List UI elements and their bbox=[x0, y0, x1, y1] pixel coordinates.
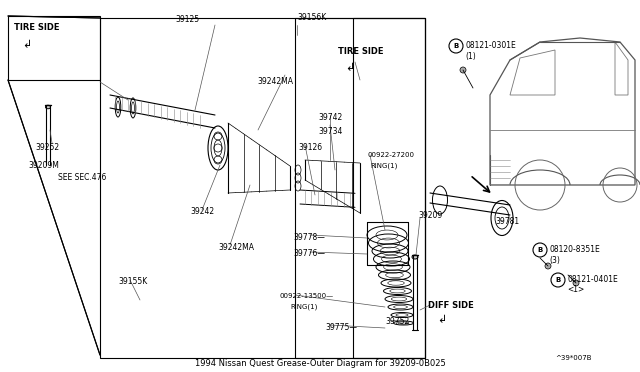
Text: 08121-0301E: 08121-0301E bbox=[465, 42, 516, 51]
Text: 00922-27200: 00922-27200 bbox=[368, 152, 415, 158]
Text: 39156K: 39156K bbox=[297, 13, 326, 22]
Text: B: B bbox=[453, 43, 459, 49]
Text: 39776—: 39776— bbox=[293, 248, 325, 257]
Text: (1): (1) bbox=[465, 51, 476, 61]
Text: DIFF SIDE: DIFF SIDE bbox=[428, 301, 474, 310]
Text: 39778—: 39778— bbox=[293, 232, 325, 241]
Text: 00922-13500—: 00922-13500— bbox=[280, 293, 334, 299]
Text: 39125: 39125 bbox=[175, 16, 199, 25]
Text: ↲: ↲ bbox=[22, 40, 31, 50]
Circle shape bbox=[545, 263, 551, 269]
Text: RING(1): RING(1) bbox=[370, 163, 397, 169]
Text: 39209: 39209 bbox=[418, 211, 442, 219]
Text: ↲: ↲ bbox=[437, 315, 446, 325]
Text: 1994 Nissan Quest Grease-Outer Diagram for 39209-0B025: 1994 Nissan Quest Grease-Outer Diagram f… bbox=[195, 359, 445, 368]
Text: 08120-8351E: 08120-8351E bbox=[549, 246, 600, 254]
Text: 39742: 39742 bbox=[318, 113, 342, 122]
Ellipse shape bbox=[45, 105, 51, 109]
Text: 39155K: 39155K bbox=[118, 278, 147, 286]
Text: 39209M: 39209M bbox=[28, 160, 59, 170]
Ellipse shape bbox=[412, 255, 418, 259]
Text: ↲: ↲ bbox=[345, 63, 355, 73]
Text: RING(1): RING(1) bbox=[290, 304, 317, 310]
Text: 39781: 39781 bbox=[495, 218, 519, 227]
Text: 39242: 39242 bbox=[190, 208, 214, 217]
Text: 39126: 39126 bbox=[298, 144, 322, 153]
Text: TIRE SIDE: TIRE SIDE bbox=[338, 48, 383, 57]
Text: 39734: 39734 bbox=[318, 128, 342, 137]
Text: ^39*007B: ^39*007B bbox=[555, 355, 591, 361]
Text: B: B bbox=[538, 247, 543, 253]
Text: (3): (3) bbox=[549, 256, 560, 264]
Text: <1>: <1> bbox=[567, 285, 584, 295]
Text: 39242MA: 39242MA bbox=[257, 77, 293, 87]
Text: 39752: 39752 bbox=[385, 317, 409, 327]
Text: B: B bbox=[556, 277, 561, 283]
Text: SEE SEC.476: SEE SEC.476 bbox=[58, 173, 106, 183]
Circle shape bbox=[573, 280, 579, 286]
Text: TIRE SIDE: TIRE SIDE bbox=[14, 23, 60, 32]
Text: 39252: 39252 bbox=[35, 144, 59, 153]
Text: 08121-0401E: 08121-0401E bbox=[567, 276, 618, 285]
Circle shape bbox=[460, 67, 466, 73]
Text: 39242MA: 39242MA bbox=[218, 244, 254, 253]
Text: 39775—: 39775— bbox=[325, 324, 357, 333]
